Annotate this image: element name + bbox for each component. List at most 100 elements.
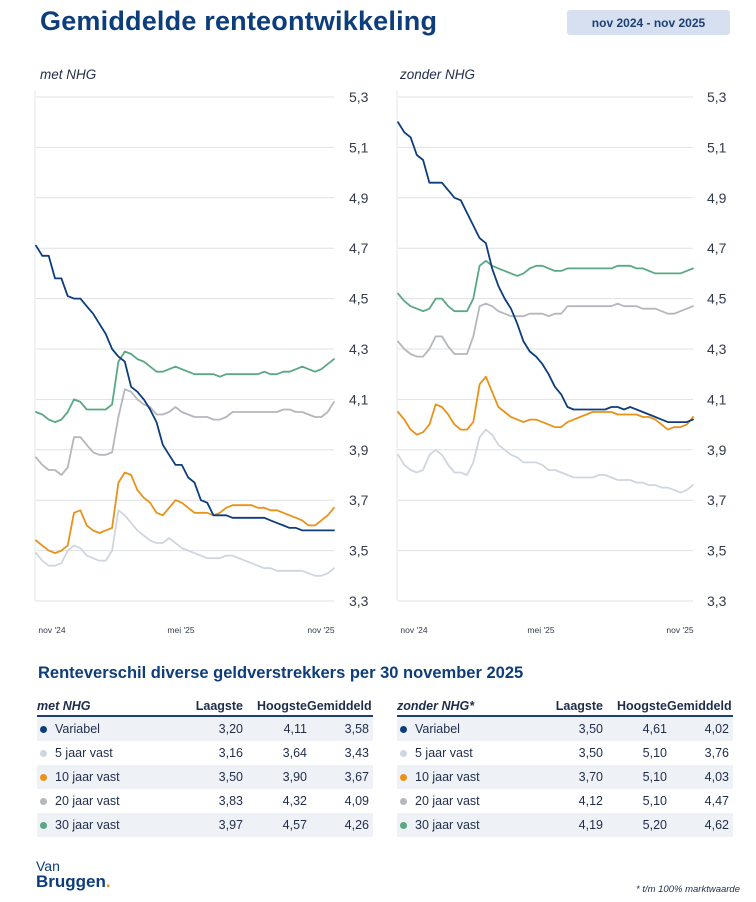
value-laagste: 3,50 [578, 746, 603, 760]
value-hoogste: 3,90 [282, 770, 307, 784]
y-tick-label: 4,5 [707, 291, 727, 307]
y-tick-label: 5,1 [707, 139, 727, 155]
chart-title: zonder NHG [399, 67, 475, 82]
y-tick-label: 4,1 [349, 391, 369, 407]
row-label: 20 jaar vast [55, 794, 120, 808]
value-laagste: 3,70 [578, 770, 603, 784]
y-tick-label: 5,1 [349, 139, 369, 155]
table-row: Variabel 3,20 4,11 3,58 [37, 717, 373, 741]
series-line-variabel [35, 244, 335, 532]
y-tick-label: 3,9 [349, 442, 369, 458]
y-tick-label: 4,3 [349, 341, 369, 357]
y-tick-label: 3,3 [349, 593, 369, 609]
y-tick-label: 3,7 [707, 492, 727, 508]
table-title: zonder NHG* [397, 699, 475, 713]
logo-dot: . [105, 872, 111, 891]
value-laagste: 3,16 [218, 746, 243, 760]
y-tick-label: 4,3 [707, 341, 727, 357]
legend-dot [40, 749, 47, 757]
page-title: Gemiddelde renteontwikkeling [40, 6, 438, 36]
row-label: Variabel [415, 722, 460, 736]
value-laagste: 3,20 [218, 722, 243, 736]
value-gemiddeld: 4,02 [704, 722, 729, 736]
y-tick-label: 3,7 [349, 492, 369, 508]
table-header: met NHG Laagste Hoogste Gemiddeld [37, 697, 373, 717]
table-zonder-nhg: zonder NHG* Laagste Hoogste Gemiddeld Va… [397, 697, 733, 837]
value-gemiddeld: 3,67 [344, 770, 369, 784]
legend-dot [400, 749, 407, 757]
value-laagste: 3,83 [218, 794, 243, 808]
y-tick-label: 5,3 [349, 89, 369, 105]
value-gemiddeld: 4,62 [704, 818, 729, 832]
header-gemiddeld: Gemiddeld [307, 699, 372, 713]
y-tick-label: 4,9 [707, 190, 727, 206]
series-line-vast30 [35, 350, 335, 424]
table-row: Variabel 3,50 4,61 4,02 [397, 717, 733, 741]
table-row: 20 jaar vast 3,83 4,32 4,09 [37, 789, 373, 813]
row-label: 30 jaar vast [415, 818, 480, 832]
series-line-variabel [397, 121, 694, 424]
chart-panel-met-nhg: 5,3 5,1 4,9 4,7 4,5 4,3 4,1 3,9 3,7 3,5 3,3 nov '24… [34, 67, 369, 635]
y-tick-label: 3,9 [707, 442, 727, 458]
value-hoogste: 3,64 [282, 746, 307, 760]
x-tick-label: nov '25 [307, 625, 334, 635]
x-tick-label: mei '25 [167, 625, 194, 635]
table-row: 20 jaar vast 4,12 5,10 4,47 [397, 789, 733, 813]
value-hoogste: 5,10 [642, 770, 667, 784]
header-hoogste: Hoogste [257, 699, 307, 713]
x-tick-label: nov '25 [666, 625, 693, 635]
value-gemiddeld: 3,76 [704, 746, 729, 760]
value-hoogste: 4,57 [282, 818, 307, 832]
header-laagste: Laagste [195, 699, 243, 713]
y-tick-label: 4,7 [349, 240, 369, 256]
table-met-nhg: met NHG Laagste Hoogste Gemiddeld Variab… [37, 697, 373, 837]
value-hoogste: 4,32 [282, 794, 307, 808]
row-label: Variabel [55, 722, 100, 736]
table-row: 10 jaar vast 3,50 3,90 3,67 [37, 765, 373, 789]
footnote: * t/m 100% marktwaarde [635, 884, 740, 895]
value-gemiddeld: 4,03 [704, 770, 729, 784]
series-line-vast20 [397, 302, 694, 358]
y-tick-label: 5,3 [707, 89, 727, 105]
table-row: 10 jaar vast 3,70 5,10 4,03 [397, 765, 733, 789]
row-label: 5 jaar vast [415, 746, 473, 760]
table-title: met NHG [37, 699, 91, 713]
y-tick-label: 3,3 [707, 593, 727, 609]
row-label: 10 jaar vast [415, 770, 480, 784]
row-label: 20 jaar vast [415, 794, 480, 808]
value-gemiddeld: 4,09 [344, 794, 369, 808]
value-gemiddeld: 3,43 [344, 746, 369, 760]
row-label: 10 jaar vast [55, 770, 120, 784]
series-line-vast5 [35, 509, 335, 577]
table-row: 30 jaar vast 4,19 5,20 4,62 [397, 813, 733, 837]
value-laagste: 3,50 [218, 770, 243, 784]
series-line-vast30 [397, 259, 694, 313]
series-line-vast10 [35, 471, 335, 555]
table-row: 5 jaar vast 3,50 5,10 3,76 [397, 741, 733, 765]
logo-line-1: Van [36, 858, 60, 874]
value-laagste: 4,12 [578, 794, 603, 808]
value-laagste: 3,97 [218, 818, 243, 832]
legend-dot [400, 725, 407, 733]
value-gemiddeld: 4,26 [344, 818, 369, 832]
y-tick-label: 4,5 [349, 291, 369, 307]
period-badge: nov 2024 - nov 2025 [567, 10, 730, 35]
value-laagste: 3,50 [578, 722, 603, 736]
series-line-vast20 [35, 388, 335, 476]
chart-title: met NHG [40, 67, 96, 82]
series-line-vast5 [397, 428, 694, 494]
value-hoogste: 4,11 [283, 722, 307, 736]
legend-dot [40, 797, 47, 805]
value-hoogste: 5,20 [642, 818, 667, 832]
value-hoogste: 5,10 [642, 746, 667, 760]
header-hoogste: Hoogste [617, 699, 667, 713]
y-tick-label: 4,7 [707, 240, 727, 256]
chart-panel-zonder-nhg: 5,3 5,1 4,9 4,7 4,5 4,3 4,1 3,9 3,7 3,5 3,3 nov '24… [396, 67, 727, 635]
y-tick-label: 4,1 [707, 391, 727, 407]
value-gemiddeld: 3,58 [344, 722, 369, 736]
section-title: Renteverschil diverse geldverstrekkers p… [38, 664, 524, 682]
charts-area: 5,3 5,1 4,9 4,7 4,5 4,3 4,1 3,9 3,7 3,5 3,3 nov '24… [34, 67, 727, 635]
value-hoogste: 5,10 [642, 794, 667, 808]
y-tick-label: 4,9 [349, 190, 369, 206]
legend-dot [400, 773, 407, 781]
